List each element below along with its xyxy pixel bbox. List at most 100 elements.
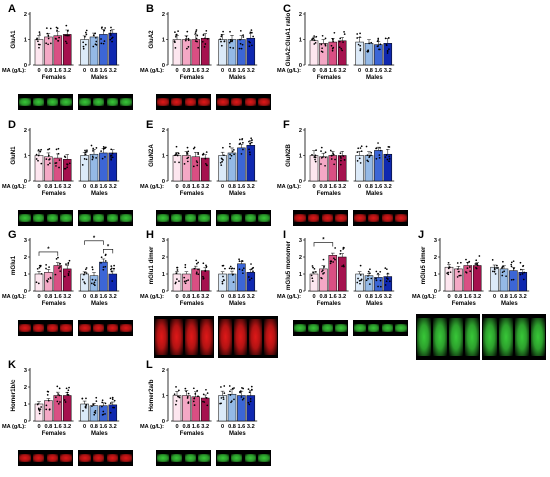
data-point xyxy=(312,271,314,274)
data-point xyxy=(251,267,254,270)
data-point xyxy=(220,164,223,166)
dose-label: 0 xyxy=(221,68,224,74)
data-point xyxy=(57,152,60,155)
data-point xyxy=(48,154,50,157)
bar-females-1-6 xyxy=(191,268,201,292)
blot-band xyxy=(321,324,334,332)
data-point xyxy=(456,276,459,278)
group-label-males: Males xyxy=(91,301,108,307)
data-point xyxy=(449,271,452,274)
data-point xyxy=(85,272,88,274)
data-point xyxy=(184,39,187,42)
data-point xyxy=(456,262,459,264)
blot-band xyxy=(307,324,320,332)
data-point xyxy=(111,40,113,43)
data-point xyxy=(104,260,107,262)
data-point xyxy=(448,266,451,268)
bar-males-0-8 xyxy=(227,393,237,422)
data-point xyxy=(311,280,314,282)
data-point xyxy=(100,261,102,264)
blot-band xyxy=(46,324,59,332)
data-point xyxy=(475,259,478,262)
data-point xyxy=(221,280,224,283)
western-blot-females xyxy=(18,450,73,466)
bar-males-0-8 xyxy=(364,155,374,182)
data-point xyxy=(322,156,324,158)
blot-band xyxy=(92,214,105,222)
blot-band xyxy=(381,214,394,222)
blot-band xyxy=(395,324,407,332)
blot-band xyxy=(465,317,479,357)
data-point xyxy=(110,267,113,270)
bar-females-0 xyxy=(309,155,319,182)
data-point xyxy=(91,266,94,269)
panel-letter: H xyxy=(146,229,154,241)
data-point xyxy=(343,30,345,33)
dose-label: 0.8 xyxy=(90,294,98,300)
data-point xyxy=(85,397,87,400)
data-point xyxy=(81,164,84,166)
data-point xyxy=(223,154,225,157)
blot-band xyxy=(258,214,270,222)
data-point xyxy=(313,39,316,42)
data-point xyxy=(102,145,105,148)
data-point xyxy=(370,151,373,154)
data-point xyxy=(220,44,223,47)
data-point xyxy=(249,153,251,156)
data-point xyxy=(388,160,390,163)
y-axis-label: Homer2a/b xyxy=(148,379,155,411)
ma-label: MA (g/L): xyxy=(277,184,301,190)
data-point xyxy=(343,265,345,268)
data-point xyxy=(338,40,341,43)
dose-label: 3.2 xyxy=(384,184,392,190)
data-point xyxy=(202,275,204,278)
data-point xyxy=(104,265,107,268)
panel-letter: J xyxy=(418,229,424,241)
data-point xyxy=(55,148,58,151)
dose-label: 1.6 xyxy=(238,184,246,190)
blot-band xyxy=(19,214,31,222)
data-point xyxy=(221,282,224,285)
blot-band xyxy=(198,98,210,106)
data-point xyxy=(476,262,479,265)
dose-label: 0.8 xyxy=(228,294,236,300)
data-point xyxy=(176,278,178,280)
data-point xyxy=(502,265,505,267)
data-point xyxy=(503,270,506,273)
data-point xyxy=(247,401,250,404)
bar-females-3-2 xyxy=(200,270,210,292)
data-point xyxy=(67,30,69,32)
data-point xyxy=(367,275,369,277)
data-point xyxy=(311,153,313,156)
blot-band xyxy=(230,214,243,222)
panel-b: B GluA2 0 1 2 0 0.8 1.6 3.2 Females 0 0.8 1.6 3.2 Male… xyxy=(138,2,274,120)
data-point xyxy=(239,42,242,45)
data-point xyxy=(36,403,39,406)
dose-label: 1.6 xyxy=(54,184,62,190)
data-point xyxy=(324,43,327,46)
data-point xyxy=(378,48,380,51)
data-point xyxy=(359,48,362,50)
blot-band xyxy=(155,319,168,355)
bar-males-3-2 xyxy=(246,272,256,292)
data-point xyxy=(339,252,342,255)
dose-label: 1.6 xyxy=(54,424,62,430)
data-point xyxy=(37,282,40,285)
data-point xyxy=(58,387,61,390)
data-point xyxy=(65,387,68,390)
y-tick-label: 0 xyxy=(162,419,165,425)
blot-band xyxy=(449,317,463,357)
dose-label: 0 xyxy=(221,424,224,430)
bar-females-0-8 xyxy=(44,400,53,422)
ma-label: MA (g/L): xyxy=(2,294,26,300)
dose-label: 1.6 xyxy=(54,68,62,74)
data-point xyxy=(81,278,84,281)
data-point xyxy=(247,388,250,390)
dose-label: 3.2 xyxy=(247,184,255,190)
data-point xyxy=(365,279,368,282)
data-point xyxy=(368,42,371,45)
bar-females-3-2 xyxy=(62,268,72,292)
data-point xyxy=(238,268,241,271)
data-point xyxy=(35,158,38,160)
